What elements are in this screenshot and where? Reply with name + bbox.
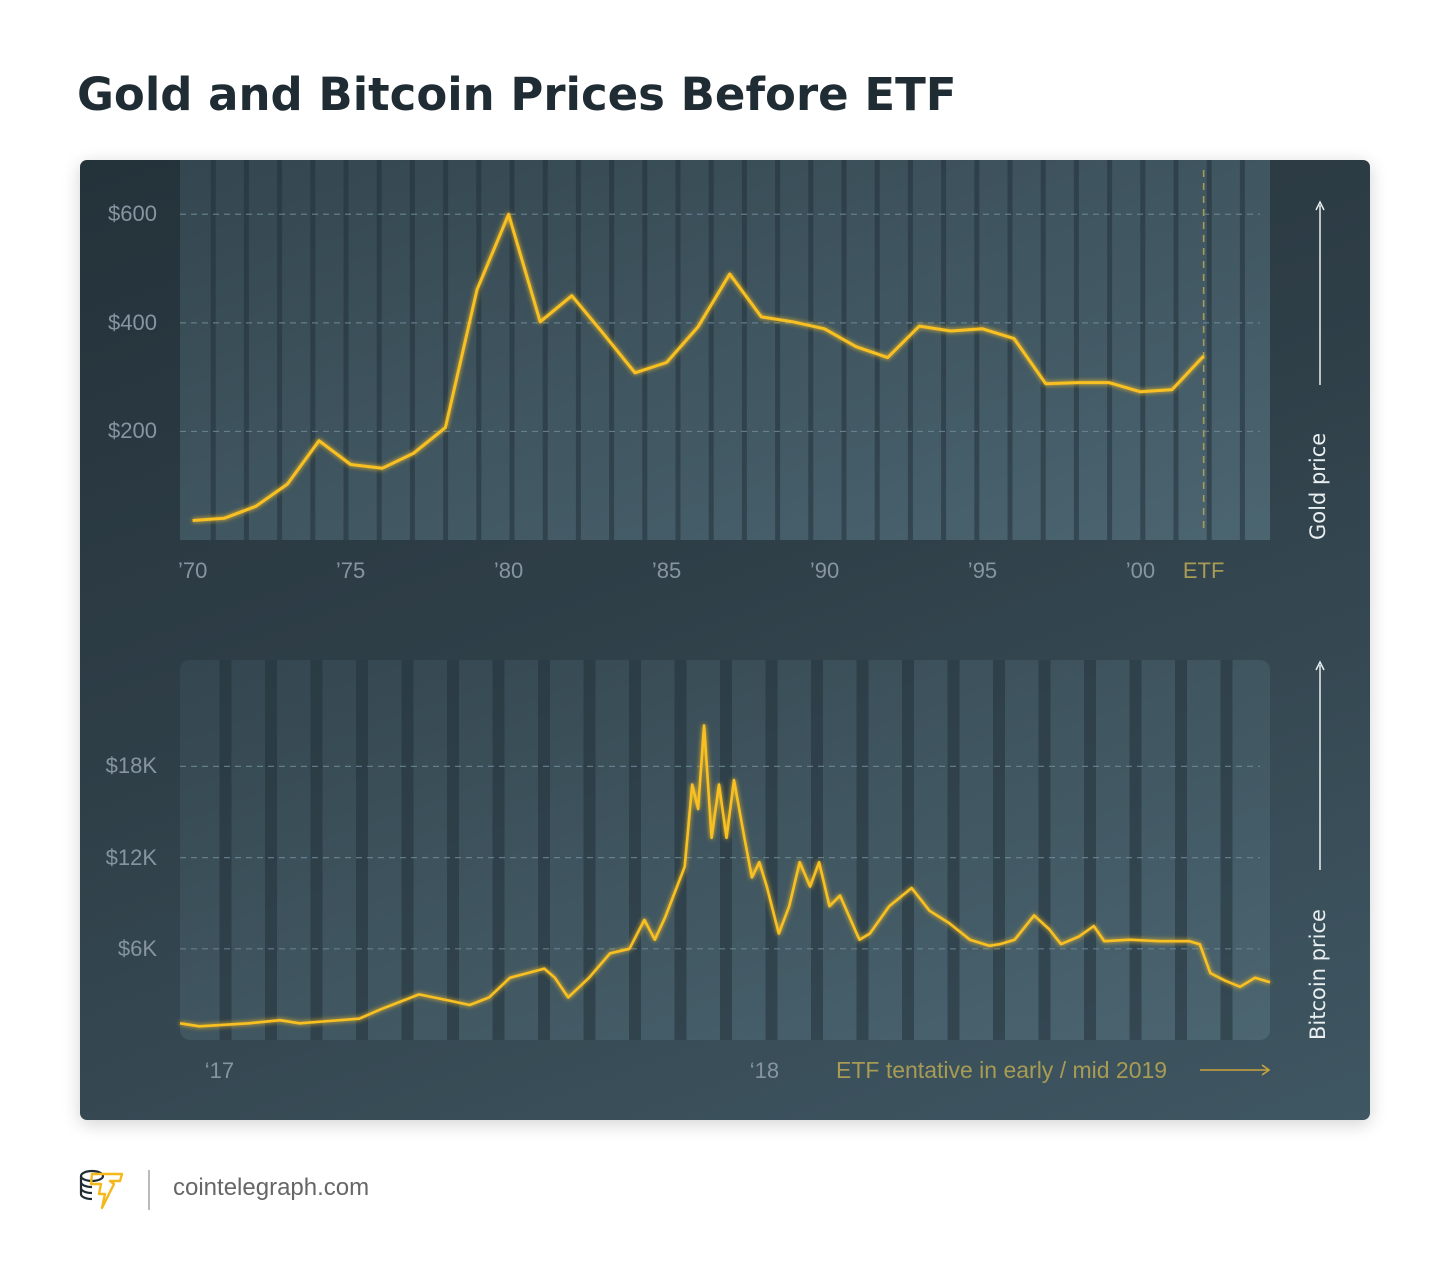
bitcoin-column-stripe (811, 660, 823, 1040)
gold-xtick-label: ’85 (651, 558, 682, 583)
gold-column-stripe (974, 160, 980, 540)
gold-column-stripe (1140, 160, 1146, 540)
gold-xtick-label: ’00 (1125, 558, 1156, 583)
gold-axis-title: Gold price (1306, 432, 1330, 540)
bitcoin-column-stripe (674, 660, 687, 1040)
footer-logo (78, 1166, 126, 1212)
gold-column-stripe (343, 160, 349, 540)
bitcoin-column-stripe (1220, 660, 1233, 1040)
bitcoin-column-stripe (492, 660, 505, 1040)
gold-column-stripe (277, 160, 283, 540)
bitcoin-column-stripe (1038, 660, 1051, 1040)
bitcoin-column-stripe (765, 660, 778, 1040)
gold-column-stripe (808, 160, 814, 540)
gold-column-stripe (210, 160, 216, 540)
gold-plot-area (180, 160, 1270, 540)
annotation-arrow-icon (1261, 1064, 1271, 1076)
bitcoin-column-stripe (310, 660, 323, 1040)
bitcoin-column-stripe (629, 660, 641, 1040)
bitcoin-axis-arrow-icon (1315, 660, 1325, 671)
gold-column-stripe (409, 160, 415, 540)
bitcoin-column-stripe (902, 660, 914, 1040)
gold-price-line (192, 212, 1205, 522)
bitcoin-column-stripe (947, 660, 960, 1040)
bitcoin-price-line (179, 724, 1271, 1028)
etf-annotation: ETF tentative in early / mid 2019 (836, 1057, 1168, 1083)
gold-column-stripe (874, 160, 880, 540)
bitcoin-column-stripe (265, 660, 277, 1040)
gold-column-stripe (775, 160, 781, 540)
gold-xtick-label: ’90 (809, 558, 840, 583)
bitcoin-ytick-label: $12K (105, 844, 157, 870)
gold-column-stripe (1073, 160, 1079, 540)
bitcoin-column-stripe (1129, 660, 1142, 1040)
bitcoin-column-stripe (856, 660, 869, 1040)
gold-column-stripe (443, 160, 449, 540)
bitcoin-column-stripe (720, 660, 732, 1040)
gold-ytick-label: $600 (108, 201, 157, 227)
gold-axis-arrow-icon (1315, 200, 1325, 211)
page-title: Gold and Bitcoin Prices Before ETF (77, 68, 957, 121)
gold-column-stripe (1040, 160, 1046, 540)
gold-column-stripe (1206, 160, 1212, 540)
bitcoin-column-stripe (993, 660, 1005, 1040)
gold-ytick-label: $200 (108, 418, 157, 444)
bitcoin-xtick-label: ‘18 (749, 1058, 780, 1083)
gold-column-stripe (476, 160, 482, 540)
gold-column-stripe (708, 160, 714, 540)
gold-column-stripe (642, 160, 648, 540)
bitcoin-column-stripe (447, 660, 459, 1040)
bitcoin-column-stripe (1175, 660, 1187, 1040)
gold-column-stripe (1007, 160, 1013, 540)
gold-xtick-label: ’95 (967, 558, 998, 583)
bitcoin-column-stripe (401, 660, 414, 1040)
bitcoin-column-stripe (356, 660, 368, 1040)
bitcoin-ytick-label: $18K (105, 753, 157, 779)
bitcoin-column-stripe (1084, 660, 1096, 1040)
gold-column-stripe (542, 160, 548, 540)
cointelegraph-logo-icon (79, 1169, 124, 1210)
gold-column-stripe (243, 160, 249, 540)
bitcoin-ytick-label: $6K (117, 935, 157, 961)
gold-column-stripe (575, 160, 581, 540)
gold-column-stripe (741, 160, 747, 540)
gold-column-stripe (310, 160, 316, 540)
gold-column-stripe (941, 160, 947, 540)
footer-site: cointelegraph.com (173, 1174, 370, 1201)
bitcoin-column-stripe (219, 660, 232, 1040)
gold-column-stripe (907, 160, 913, 540)
bitcoin-xtick-label: ‘17 (204, 1058, 235, 1083)
chart-panel: $600 $400 $200 ’70 ’75 ’80 ’85 ’90 ’95 ’00 ETF Gold… (80, 160, 1370, 1120)
gold-column-stripe (841, 160, 847, 540)
gold-column-stripe (1173, 160, 1179, 540)
bitcoin-column-stripe (583, 660, 596, 1040)
gold-xtick-label: ’80 (493, 558, 524, 583)
gold-column-stripe (609, 160, 615, 540)
bitcoin-column-stripe (538, 660, 550, 1040)
gold-column-stripe (1107, 160, 1113, 540)
footer-divider (148, 1170, 150, 1210)
gold-column-stripe (509, 160, 515, 540)
gold-xtick-label: ’70 (177, 558, 208, 583)
charts-svg (179, 160, 1325, 1076)
gold-column-stripe (376, 160, 382, 540)
gold-xtick-label: ’75 (335, 558, 366, 583)
etf-marker-label: ETF (1182, 558, 1225, 583)
gold-ytick-label: $400 (108, 309, 157, 335)
gold-column-stripe (1239, 160, 1245, 540)
bitcoin-axis-title: Bitcoin price (1306, 909, 1330, 1040)
